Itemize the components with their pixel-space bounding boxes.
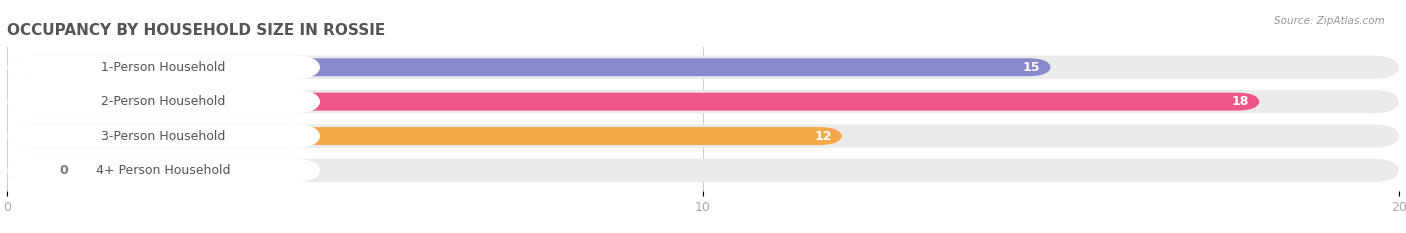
FancyBboxPatch shape xyxy=(7,55,1399,79)
FancyBboxPatch shape xyxy=(7,127,842,145)
FancyBboxPatch shape xyxy=(7,124,321,148)
FancyBboxPatch shape xyxy=(7,90,321,113)
FancyBboxPatch shape xyxy=(7,90,1399,113)
Text: Source: ZipAtlas.com: Source: ZipAtlas.com xyxy=(1274,16,1385,26)
FancyBboxPatch shape xyxy=(7,159,1399,182)
Text: 2-Person Household: 2-Person Household xyxy=(101,95,226,108)
FancyBboxPatch shape xyxy=(7,93,1260,111)
Text: OCCUPANCY BY HOUSEHOLD SIZE IN ROSSIE: OCCUPANCY BY HOUSEHOLD SIZE IN ROSSIE xyxy=(7,24,385,38)
Text: 3-Person Household: 3-Person Household xyxy=(101,130,226,143)
Text: 15: 15 xyxy=(1024,61,1040,74)
Text: 12: 12 xyxy=(814,130,832,143)
FancyBboxPatch shape xyxy=(7,159,321,182)
FancyBboxPatch shape xyxy=(7,58,1052,76)
Text: 1-Person Household: 1-Person Household xyxy=(101,61,226,74)
FancyBboxPatch shape xyxy=(7,124,1399,148)
Text: 0: 0 xyxy=(59,164,67,177)
Text: 4+ Person Household: 4+ Person Household xyxy=(97,164,231,177)
FancyBboxPatch shape xyxy=(7,55,321,79)
FancyBboxPatch shape xyxy=(7,161,42,179)
Text: 18: 18 xyxy=(1232,95,1250,108)
